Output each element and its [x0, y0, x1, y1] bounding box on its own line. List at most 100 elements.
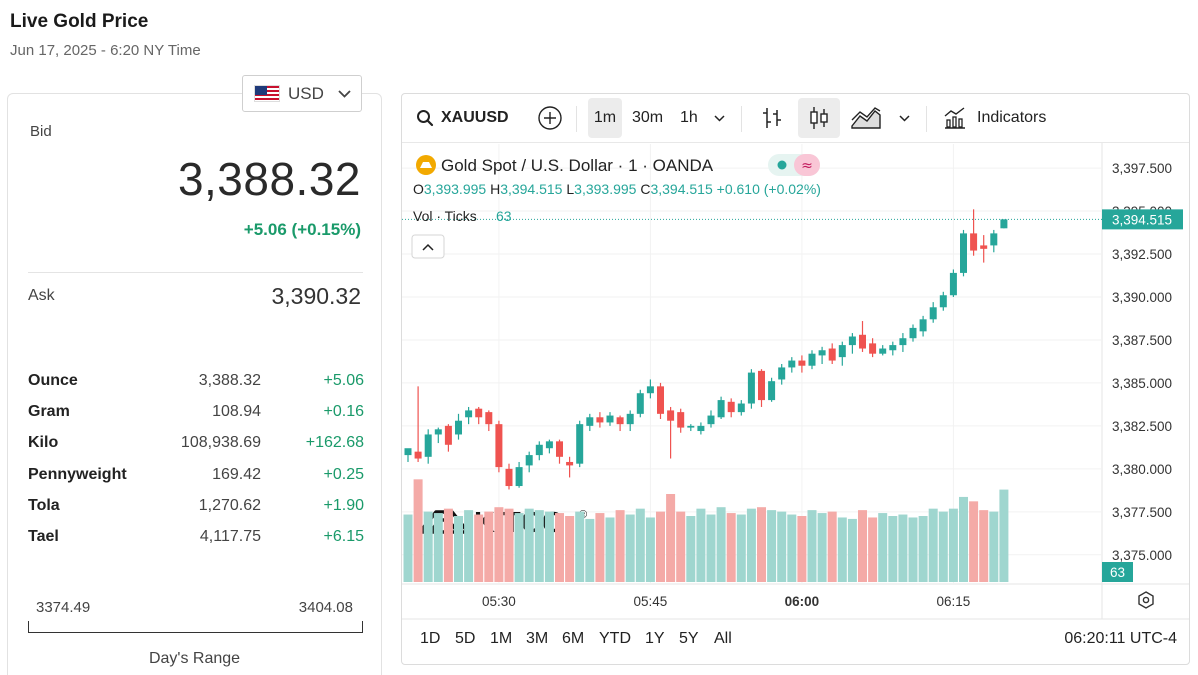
candle-body — [970, 233, 978, 251]
candle-body — [424, 434, 432, 457]
compare-symbol-button[interactable] — [537, 98, 563, 138]
volume-bar — [979, 510, 989, 582]
area-style-button[interactable] — [850, 98, 882, 138]
unit-name: Ounce — [28, 371, 78, 389]
us-flag-icon — [254, 85, 280, 102]
candle-body — [586, 417, 594, 426]
volume-bar — [514, 513, 524, 582]
y-tick-label: 3,385.000 — [1112, 376, 1172, 391]
volume-bar — [615, 510, 625, 582]
collapse-legend-button[interactable] — [411, 234, 445, 259]
y-tick-label: 3,390.000 — [1112, 290, 1172, 305]
interval-30m-button[interactable]: 30m — [632, 109, 664, 126]
day-range-high: 3404.08 — [298, 599, 353, 616]
candle-body — [535, 444, 543, 456]
unit-row: Tael 4,117.75 +6.15 — [28, 521, 364, 552]
symbol-label: XAUUSD — [441, 109, 509, 126]
volume-bar — [989, 511, 999, 582]
range-all-button[interactable]: All — [714, 630, 732, 647]
candle-body — [1000, 219, 1008, 229]
candle-body — [899, 338, 907, 346]
collapse-legend-bg — [411, 234, 445, 259]
volume-bar — [454, 516, 463, 582]
gold-coin-bar — [420, 162, 432, 168]
volume-bar — [433, 513, 443, 582]
interval-dropdown-button[interactable] — [714, 98, 725, 138]
unit-price: 108.94 — [212, 402, 261, 420]
volume-bar — [494, 507, 504, 582]
candle-body — [808, 353, 816, 366]
volume-bar — [565, 516, 575, 582]
unit-change: +5.06 — [323, 371, 364, 389]
ohlc-change-value: +0.610 (+0.02%) — [713, 181, 821, 197]
unit-name: Tola — [28, 496, 60, 514]
price-chart[interactable]: 3,397.5003,395.0003,392.5003,390.0003,38… — [402, 94, 1189, 664]
candle-body — [545, 441, 553, 449]
candle-body — [798, 360, 806, 366]
volume-bar — [858, 510, 867, 582]
candle-body — [657, 386, 664, 414]
candle-body — [505, 468, 513, 487]
currency-selector[interactable]: USD — [242, 75, 362, 112]
symbol-search-button[interactable]: XAUUSD — [416, 98, 509, 138]
interval-1h-button[interactable]: 1h — [680, 109, 698, 126]
unit-row: Tola 1,270.62 +1.90 — [28, 490, 364, 521]
price-panel: Bid 3,388.32 +5.06 (+0.15%) Ask 3,390.32… — [7, 93, 382, 675]
volume-legend-label: Vol · Ticks — [413, 208, 477, 224]
unit-row: Pennyweight 169.42 +0.25 — [28, 459, 364, 490]
range-3m-button[interactable]: 3M — [526, 630, 549, 647]
volume-bar — [504, 508, 514, 582]
candle-body — [818, 350, 826, 356]
indicators-button[interactable]: Indicators — [943, 98, 1046, 138]
candle-body — [566, 461, 574, 466]
y-tick-label: 3,380.000 — [1112, 462, 1172, 477]
candle-body — [697, 425, 705, 432]
range-1y-button[interactable]: 1Y — [645, 630, 665, 647]
ohlc-high-value: 3,394.515 — [500, 181, 562, 197]
ask-label: Ask — [28, 287, 55, 304]
ohlc-legend: O3,393.995 H3,394.515 L3,393.995 C3,394.… — [413, 181, 821, 197]
candle-body — [909, 327, 917, 339]
range-6m-button[interactable]: 6M — [562, 630, 585, 647]
chevron-down-icon — [338, 89, 351, 98]
volume-bar — [666, 494, 676, 582]
toolbar-separator — [741, 106, 742, 132]
volume-bar — [555, 513, 564, 582]
range-1d-button[interactable]: 1D — [420, 630, 441, 647]
ohlc-close-label: C — [636, 181, 650, 197]
chevron-up-icon — [422, 243, 434, 251]
delay-icon: ≈ — [801, 158, 813, 174]
bar-style-button[interactable] — [762, 98, 782, 138]
search-icon — [417, 110, 434, 127]
range-1m-button[interactable]: 1M — [490, 630, 513, 647]
market-open-dot — [777, 160, 787, 170]
candle-body — [404, 448, 412, 456]
candles-style-button[interactable] — [798, 98, 840, 138]
chevron-down-icon — [899, 114, 910, 122]
candlestick-icon — [810, 107, 828, 129]
candle-body — [616, 417, 624, 425]
range-5d-button[interactable]: 5D — [455, 630, 476, 647]
add-circle-icon — [538, 106, 562, 130]
candle-body — [929, 307, 937, 320]
volume-bar — [959, 496, 968, 582]
bid-change: +5.06 (+0.15%) — [243, 220, 361, 239]
volume-bar — [464, 510, 474, 582]
bid-label: Bid — [30, 123, 52, 140]
candle-body — [980, 245, 988, 249]
candle-body — [848, 336, 856, 346]
candle-body — [869, 343, 877, 354]
day-range-low: 3374.49 — [36, 599, 91, 616]
volume-bar — [928, 508, 938, 582]
range-ytd-button[interactable]: YTD — [599, 630, 631, 647]
unit-name: Gram — [28, 402, 70, 420]
candle-body — [525, 455, 533, 466]
page-title: Live Gold Price — [10, 11, 149, 32]
ohlc-bars-icon — [763, 108, 781, 128]
volume-bar — [767, 510, 777, 582]
interval-1m-button[interactable]: 1m — [588, 98, 622, 138]
chart-style-dropdown-button[interactable] — [899, 98, 910, 138]
candle-body — [677, 412, 685, 428]
volume-bar — [413, 479, 423, 582]
range-5y-button[interactable]: 5Y — [679, 630, 699, 647]
